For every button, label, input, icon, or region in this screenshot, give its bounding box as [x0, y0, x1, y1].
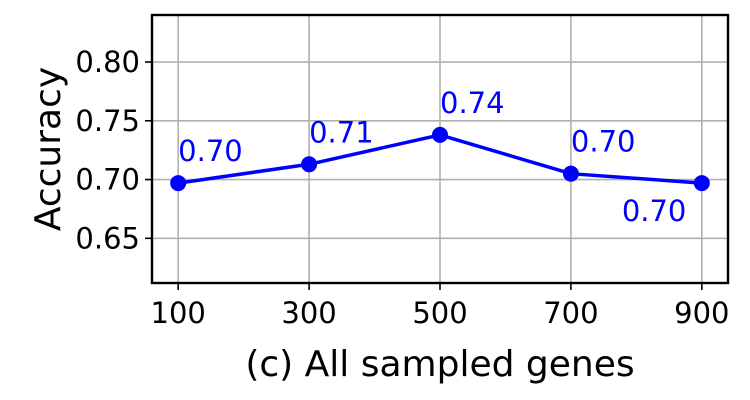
- data-label: 0.70: [622, 194, 687, 228]
- y-tick-label: 0.70: [75, 163, 140, 197]
- data-point: [693, 175, 710, 192]
- data-label: 0.70: [178, 134, 243, 168]
- y-tick-label: 0.75: [75, 104, 140, 138]
- x-tick-label: 500: [412, 296, 467, 330]
- data-point: [301, 156, 318, 173]
- data-point: [562, 165, 579, 182]
- data-point: [170, 175, 187, 192]
- series-layer: [170, 126, 710, 192]
- axis-ticks: 100 300 500 700 900 0.65 0.70 0.75 0.80: [75, 45, 729, 330]
- x-axis-title: (c) All sampled genes: [245, 344, 634, 385]
- y-tick-label: 0.65: [75, 221, 140, 255]
- data-label: 0.74: [440, 86, 505, 120]
- x-tick-label: 100: [151, 296, 206, 330]
- x-tick-label: 700: [543, 296, 598, 330]
- x-tick-label: 300: [281, 296, 336, 330]
- y-axis-title: Accuracy: [28, 67, 69, 231]
- y-tick-label: 0.80: [75, 45, 140, 79]
- data-point: [432, 126, 448, 143]
- data-label: 0.71: [309, 115, 374, 149]
- x-tick-label: 900: [674, 296, 729, 330]
- data-labels: 0.70 0.71 0.74 0.70 0.70: [178, 86, 686, 228]
- grid: [152, 15, 728, 283]
- data-label: 0.70: [571, 125, 636, 159]
